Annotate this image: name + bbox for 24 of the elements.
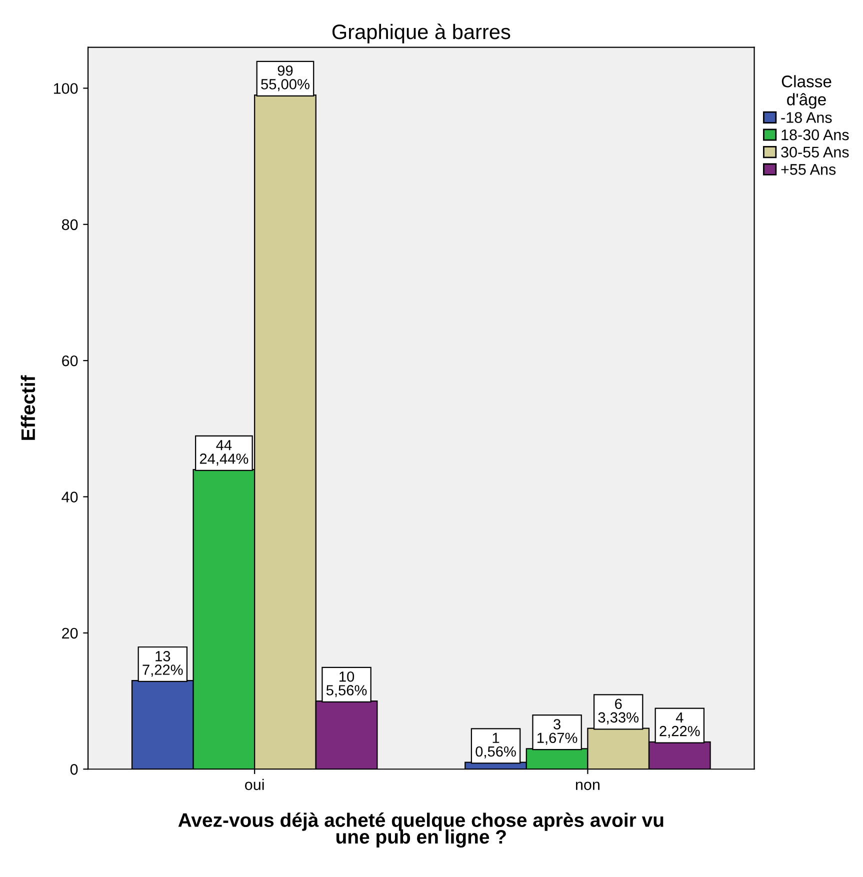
x-tick-label: non (576, 782, 600, 790)
data-label: 13 7,22% (142, 651, 183, 677)
data-label: 1 0,56% (476, 732, 516, 758)
chart-title: Graphique à barres (332, 24, 510, 44)
y-tick-label: 100 (54, 83, 78, 94)
legend-label: -18 Ans (781, 112, 832, 123)
legend-title: Classe d'âge (782, 75, 832, 109)
data-label: 99 55,00% (261, 65, 310, 92)
data-label: 3 1,67% (537, 719, 578, 745)
y-tick-label: 20 (62, 628, 78, 639)
data-label: 10 5,56% (326, 671, 367, 698)
y-tick-label: 0 (70, 764, 78, 775)
data-label: 6 3,33% (598, 698, 639, 724)
x-tick-label: oui (245, 778, 264, 790)
x-axis-title: Avez-vous déjà acheté quelque chose après avoir vu une pub en ligne ? (178, 812, 664, 848)
y-axis-title: Effectif (20, 375, 36, 440)
legend-label: 30-55 Ans (781, 146, 849, 158)
data-label: 44 24,44% (200, 440, 248, 466)
data-label: 4 2,22% (660, 712, 700, 738)
y-tick-label: 80 (62, 219, 78, 230)
y-tick-label: 60 (62, 355, 78, 366)
y-tick-label: 40 (62, 492, 78, 502)
legend-label: +55 Ans (781, 164, 836, 175)
legend-label: 18-30 Ans (782, 129, 849, 140)
